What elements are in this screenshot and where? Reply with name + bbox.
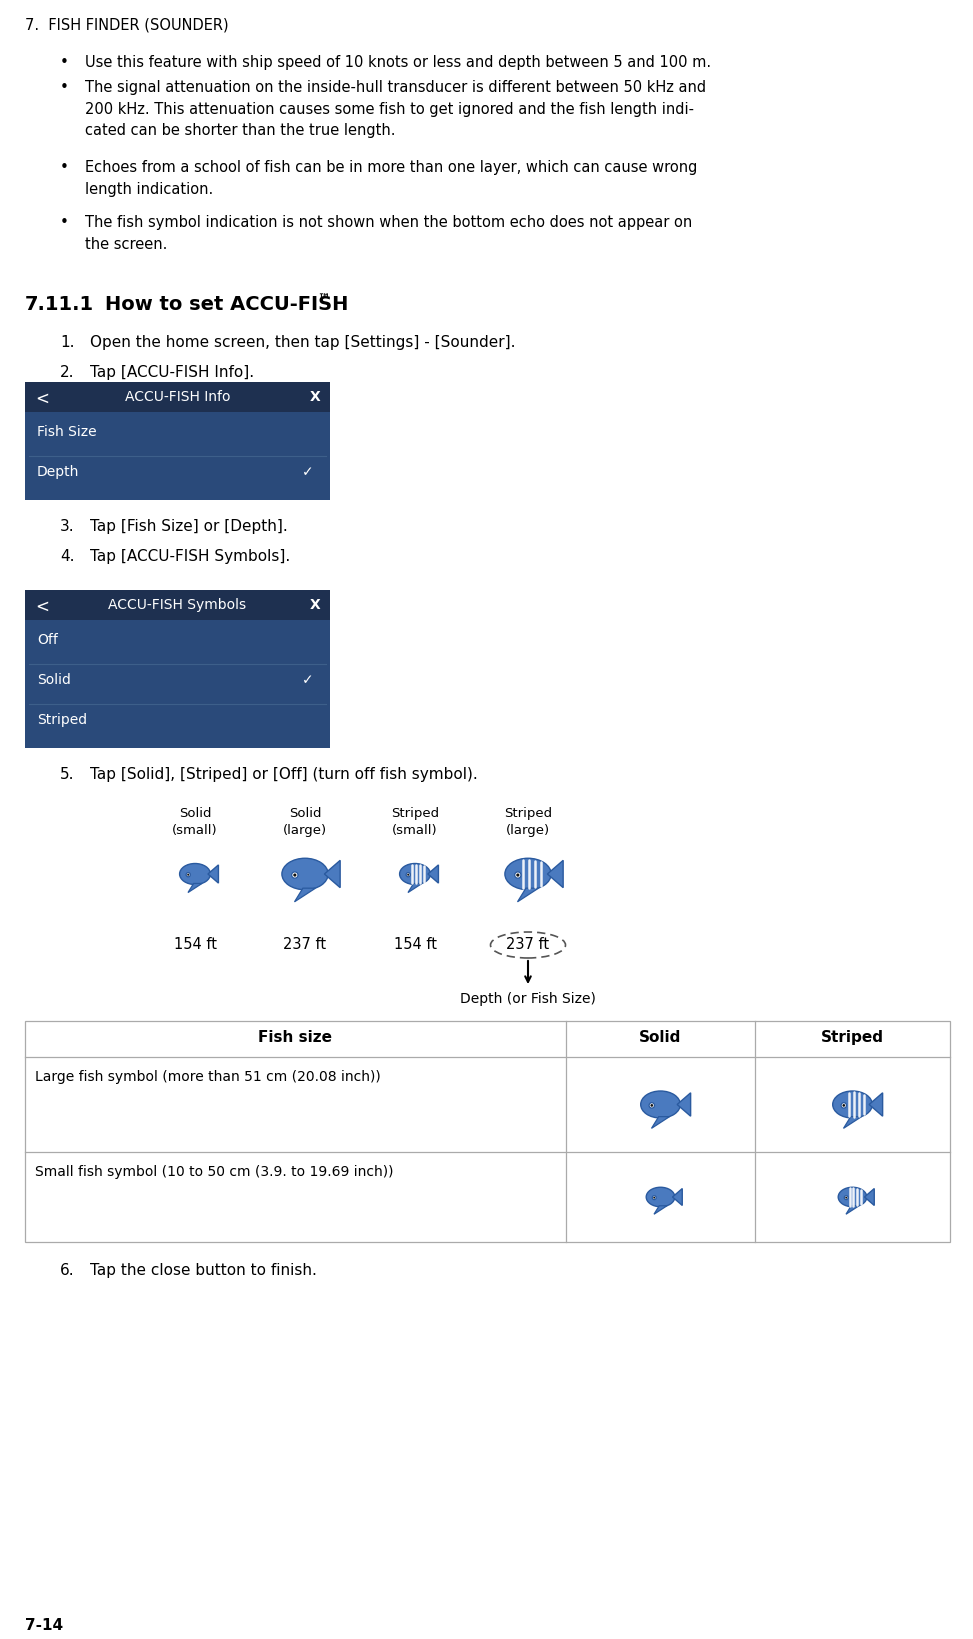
- Text: ™: ™: [317, 293, 330, 306]
- Bar: [25, 413, 330, 500]
- Polygon shape: [295, 888, 315, 903]
- Text: 3.: 3.: [60, 518, 75, 534]
- Polygon shape: [846, 1206, 859, 1214]
- Polygon shape: [518, 888, 538, 903]
- Text: Large fish symbol (more than 51 cm (20.08 inch)): Large fish symbol (more than 51 cm (20.0…: [35, 1069, 380, 1083]
- Text: Solid
(large): Solid (large): [283, 806, 327, 836]
- Text: •: •: [60, 56, 69, 70]
- Text: Use this feature with ship speed of 10 knots or less and depth between 5 and 100: Use this feature with ship speed of 10 k…: [85, 56, 711, 70]
- Text: The fish symbol indication is not shown when the bottom echo does not appear on
: The fish symbol indication is not shown …: [85, 215, 692, 251]
- Text: 154 ft: 154 ft: [393, 936, 437, 951]
- Text: 237 ft: 237 ft: [283, 936, 327, 951]
- Text: 154 ft: 154 ft: [173, 936, 217, 951]
- Bar: [25, 590, 330, 749]
- Bar: [25, 1021, 950, 1242]
- Text: •: •: [60, 80, 69, 95]
- Text: ACCU-FISH Info: ACCU-FISH Info: [125, 390, 231, 403]
- Text: •: •: [60, 161, 69, 175]
- Text: <: <: [35, 390, 49, 408]
- Text: Striped
(small): Striped (small): [391, 806, 439, 836]
- Ellipse shape: [841, 1103, 847, 1108]
- Polygon shape: [408, 883, 422, 893]
- Text: X: X: [309, 390, 320, 403]
- Text: Striped
(large): Striped (large): [504, 806, 552, 836]
- Ellipse shape: [292, 872, 298, 879]
- Ellipse shape: [843, 1105, 846, 1106]
- Polygon shape: [324, 860, 341, 888]
- Polygon shape: [672, 1188, 682, 1206]
- Text: 2.: 2.: [60, 365, 75, 380]
- Polygon shape: [654, 1206, 667, 1214]
- Polygon shape: [548, 860, 563, 888]
- Text: <: <: [35, 598, 49, 616]
- Text: 7-14: 7-14: [25, 1618, 63, 1632]
- Bar: [25, 621, 330, 749]
- Ellipse shape: [293, 874, 297, 877]
- Ellipse shape: [838, 1188, 867, 1206]
- Ellipse shape: [649, 1103, 655, 1108]
- Polygon shape: [652, 1116, 669, 1129]
- Text: Tap [Fish Size] or [Depth].: Tap [Fish Size] or [Depth].: [90, 518, 288, 534]
- Polygon shape: [869, 1093, 883, 1116]
- Text: 1.: 1.: [60, 334, 75, 349]
- Text: X: X: [309, 598, 320, 611]
- Ellipse shape: [515, 872, 521, 879]
- Ellipse shape: [180, 864, 210, 885]
- Text: 6.: 6.: [60, 1262, 75, 1277]
- Text: 7.  FISH FINDER (SOUNDER): 7. FISH FINDER (SOUNDER): [25, 18, 229, 33]
- Text: Depth: Depth: [37, 465, 80, 479]
- Text: 4.: 4.: [60, 549, 75, 564]
- Text: Tap the close button to finish.: Tap the close button to finish.: [90, 1262, 317, 1277]
- Ellipse shape: [187, 874, 190, 877]
- Text: Open the home screen, then tap [Settings] - [Sounder].: Open the home screen, then tap [Settings…: [90, 334, 516, 349]
- Text: Small fish symbol (10 to 50 cm (3.9. to 19.69 inch)): Small fish symbol (10 to 50 cm (3.9. to …: [35, 1164, 393, 1178]
- Ellipse shape: [640, 1092, 680, 1118]
- Ellipse shape: [650, 1105, 653, 1106]
- Polygon shape: [677, 1093, 691, 1116]
- Text: Off: Off: [37, 633, 57, 647]
- Ellipse shape: [652, 1196, 656, 1200]
- Text: Striped: Striped: [821, 1029, 884, 1044]
- Text: ACCU-FISH Symbols: ACCU-FISH Symbols: [108, 598, 246, 611]
- Text: Echoes from a school of fish can be in more than one layer, which can cause wron: Echoes from a school of fish can be in m…: [85, 161, 698, 197]
- Ellipse shape: [407, 874, 410, 877]
- Polygon shape: [428, 865, 439, 883]
- Ellipse shape: [833, 1092, 873, 1118]
- Ellipse shape: [400, 864, 430, 885]
- Ellipse shape: [653, 1196, 655, 1198]
- Text: 7.11.1: 7.11.1: [25, 295, 94, 313]
- Text: Fish size: Fish size: [259, 1029, 333, 1044]
- Ellipse shape: [186, 874, 191, 877]
- Text: Tap [ACCU-FISH Symbols].: Tap [ACCU-FISH Symbols].: [90, 549, 290, 564]
- Text: Solid: Solid: [639, 1029, 682, 1044]
- Text: •: •: [60, 215, 69, 229]
- Polygon shape: [865, 1188, 875, 1206]
- Ellipse shape: [845, 1196, 848, 1200]
- Text: Striped: Striped: [37, 713, 88, 726]
- Ellipse shape: [505, 859, 551, 890]
- Ellipse shape: [282, 859, 328, 890]
- Text: How to set ACCU-FISH: How to set ACCU-FISH: [105, 295, 348, 313]
- Text: Depth (or Fish Size): Depth (or Fish Size): [460, 992, 595, 1005]
- Ellipse shape: [846, 1196, 847, 1198]
- Polygon shape: [844, 1116, 861, 1129]
- Bar: [25, 384, 330, 500]
- Text: Solid
(small): Solid (small): [172, 806, 218, 836]
- Text: Tap [ACCU-FISH Info].: Tap [ACCU-FISH Info].: [90, 365, 254, 380]
- Text: 237 ft: 237 ft: [506, 936, 550, 951]
- Text: Solid: Solid: [37, 672, 71, 687]
- Ellipse shape: [646, 1188, 675, 1206]
- Text: ✓: ✓: [303, 465, 314, 479]
- Text: Tap [Solid], [Striped] or [Off] (turn off fish symbol).: Tap [Solid], [Striped] or [Off] (turn of…: [90, 767, 478, 782]
- Ellipse shape: [517, 874, 520, 877]
- Text: ✓: ✓: [303, 672, 314, 687]
- Text: Fish Size: Fish Size: [37, 425, 96, 439]
- Text: The signal attenuation on the inside-hull transducer is different between 50 kHz: The signal attenuation on the inside-hul…: [85, 80, 706, 138]
- Polygon shape: [188, 883, 202, 893]
- Ellipse shape: [406, 874, 411, 877]
- Text: 5.: 5.: [60, 767, 75, 782]
- Polygon shape: [208, 865, 218, 883]
